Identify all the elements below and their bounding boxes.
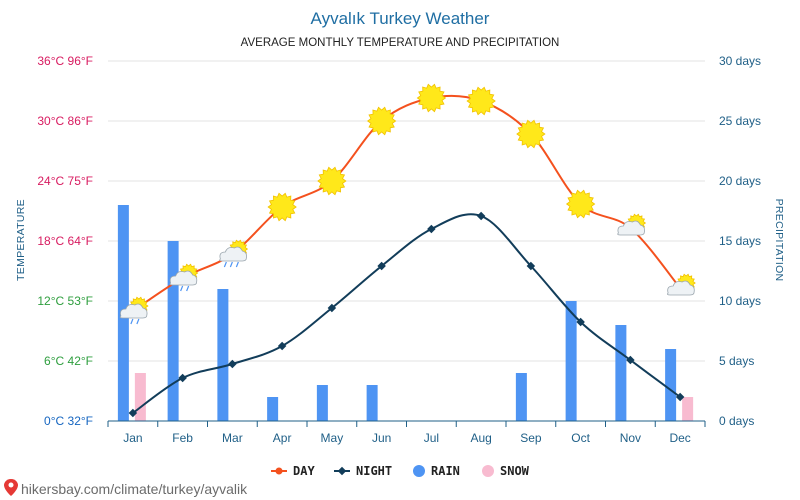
month-label: May	[321, 431, 344, 445]
night-temperature-line	[132, 213, 681, 414]
rain-bar	[366, 385, 378, 421]
weather-icon-sun-icon	[565, 189, 596, 219]
snow-legend-marker	[482, 465, 494, 477]
weather-icon-sun-icon	[267, 192, 297, 222]
legend-snow-label: SNOW	[500, 464, 530, 478]
temperature-tick-label: 0°C 32°F	[44, 414, 93, 428]
day-temperature-line	[132, 94, 681, 312]
legend-rain-label: RAIN	[431, 464, 460, 478]
precipitation-tick-label: 30 days	[719, 54, 761, 68]
temperature-tick-label: 12°C 53°F	[37, 294, 93, 308]
weather-icon-sun-icon	[466, 86, 496, 116]
precipitation-tick-label: 25 days	[719, 114, 761, 128]
precipitation-bars	[117, 205, 694, 421]
legend-night-label: NIGHT	[356, 464, 392, 478]
rain-bar	[316, 385, 328, 421]
night-point	[476, 211, 486, 221]
month-label: Oct	[571, 431, 590, 445]
temperature-tick-label: 18°C 64°F	[37, 234, 93, 248]
precipitation-tick-label: 15 days	[719, 234, 761, 248]
weather-icon-sun-cloud-icon	[667, 273, 696, 296]
legend: DAY NIGHT RAIN SNOW	[271, 464, 530, 478]
month-label: Dec	[669, 431, 690, 445]
precipitation-axis-ticks: 0 days 5 days 10 days 15 days 20 days 25 days…	[719, 54, 761, 428]
precipitation-tick-label: 5 days	[719, 354, 754, 368]
month-label: Apr	[273, 431, 292, 445]
temperature-tick-label: 30°C 86°F	[37, 114, 93, 128]
night-point	[178, 373, 187, 383]
day-legend-marker	[275, 467, 283, 475]
legend-snow[interactable]: SNOW	[482, 464, 530, 478]
weather-icon-sun-icon	[317, 166, 347, 196]
source-url: hikersbay.com/climate/turkey/ayvalik	[21, 481, 248, 497]
snow-bar	[134, 373, 146, 421]
rain-bar	[267, 397, 279, 421]
gridlines	[108, 60, 705, 362]
month-label: Sep	[520, 431, 542, 445]
temperature-axis-ticks: 0°C 32°F 6°C 42°F 12°C 53°F 18°C 64°F 24°C 7…	[37, 54, 93, 428]
temperature-axis-title: TEMPERATURE	[15, 199, 27, 281]
night-point	[327, 303, 337, 313]
month-label: Jan	[123, 431, 142, 445]
night-legend-marker	[337, 466, 347, 476]
weather-icon-sun-icon	[516, 119, 546, 149]
weather-icon-sun-cloud-rain-icon	[219, 239, 249, 268]
temperature-tick-label: 36°C 96°F	[37, 54, 93, 68]
month-label: Feb	[172, 431, 193, 445]
precipitation-axis-title: PRECIPITATION	[773, 199, 785, 282]
rain-bar	[515, 373, 527, 421]
month-label: Aug	[470, 431, 491, 445]
rain-bar	[565, 301, 577, 421]
temperature-tick-label: 6°C 42°F	[44, 354, 93, 368]
source-link[interactable]: hikersbay.com/climate/turkey/ayvalik	[4, 479, 248, 497]
weather-icon-sun-cloud-rain-icon	[119, 296, 149, 325]
weather-icon-sun-cloud-rain-icon	[169, 263, 199, 292]
rain-bar	[665, 349, 677, 421]
legend-night[interactable]: NIGHT	[334, 464, 392, 478]
rain-legend-marker	[413, 465, 425, 477]
weather-icon-sun-icon	[366, 106, 397, 136]
legend-day-label: DAY	[293, 464, 315, 478]
rain-bar	[217, 289, 229, 421]
legend-day[interactable]: DAY	[271, 464, 315, 478]
legend-rain[interactable]: RAIN	[413, 464, 460, 478]
month-axis-ticks: Jan Feb Mar Apr May Jun Jul Aug Sep Oct Nov Dec	[107, 421, 706, 445]
night-point	[526, 261, 536, 271]
night-point	[277, 341, 287, 351]
month-label: Nov	[620, 431, 641, 445]
location-pin-icon	[4, 479, 18, 496]
temperature-tick-label: 24°C 75°F	[37, 174, 93, 188]
precipitation-tick-label: 20 days	[719, 174, 761, 188]
night-point	[576, 317, 585, 327]
month-label: Mar	[222, 431, 243, 445]
month-label: Jun	[372, 431, 391, 445]
night-point	[675, 392, 685, 402]
night-point	[377, 261, 386, 271]
precipitation-tick-label: 0 days	[719, 414, 754, 428]
chart-subtitle: AVERAGE MONTHLY TEMPERATURE AND PRECIPIT…	[241, 37, 560, 49]
chart-title: Ayvalık Turkey Weather	[311, 9, 490, 28]
weather-icon-sun-cloud-icon	[617, 213, 647, 236]
weather-icon-sun-icon	[416, 83, 447, 113]
rain-bar	[615, 325, 627, 421]
month-label: Jul	[424, 431, 439, 445]
night-temperature-points	[128, 211, 685, 418]
precipitation-tick-label: 10 days	[719, 294, 761, 308]
night-point	[228, 359, 237, 369]
snow-bar	[682, 397, 694, 421]
night-point	[128, 408, 138, 418]
rain-bar	[167, 241, 179, 421]
night-point	[626, 355, 635, 365]
night-point	[427, 224, 436, 234]
day-weather-icons	[119, 83, 696, 325]
